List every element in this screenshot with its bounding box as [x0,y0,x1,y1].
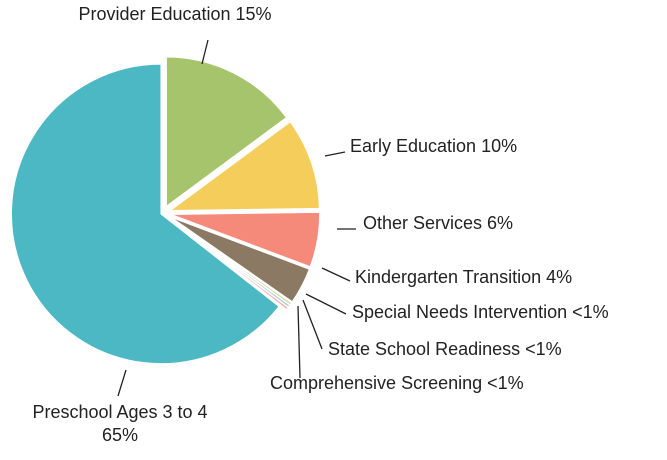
slice-label: Early Education [350,136,476,156]
slice-value-label: <1% [572,302,609,322]
leader-line [297,305,301,379]
pie-slice [165,55,288,209]
leader-line [117,369,127,397]
slice-label: Other Services [363,213,482,233]
slice-label: Comprehensive Screening [270,373,482,393]
slice-value-label: 65% [102,425,138,445]
slice-value-label: <1% [525,339,562,359]
pie-slice [168,216,290,311]
leader-line [302,299,323,350]
slice-label-group: State School Readiness <1% [328,339,562,359]
pie-slice [10,63,281,365]
slice-value-label: 15% [236,4,272,24]
slice-label-group: Provider Education 15% [78,4,271,24]
slice-value-label: <1% [487,373,524,393]
leader-line [321,267,351,282]
pie-slice [167,120,321,212]
leader-line [201,39,209,65]
leader-line [324,151,346,157]
slice-label-group: Kindergarten Transition 4% [355,267,572,287]
slice-label: Preschool Ages 3 to 4 [32,402,207,422]
pie-slice [169,211,321,268]
slice-label: Provider Education [78,4,230,24]
slice-value-label: 4% [546,267,572,287]
slice-label-group: Special Needs Intervention <1% [352,302,609,322]
slice-value-label: 6% [487,213,513,233]
slice-label: Kindergarten Transition [355,267,541,287]
slice-value-label: 10% [481,136,517,156]
slice-label: State School Readiness [328,339,520,359]
slice-label-group: Comprehensive Screening <1% [270,373,524,393]
leader-line [305,293,347,315]
slice-label-group: Early Education 10% [350,136,517,156]
pie-slice [168,215,311,304]
slice-label: Special Needs Intervention [352,302,567,322]
slice-label-group: Other Services 6% [363,213,513,233]
